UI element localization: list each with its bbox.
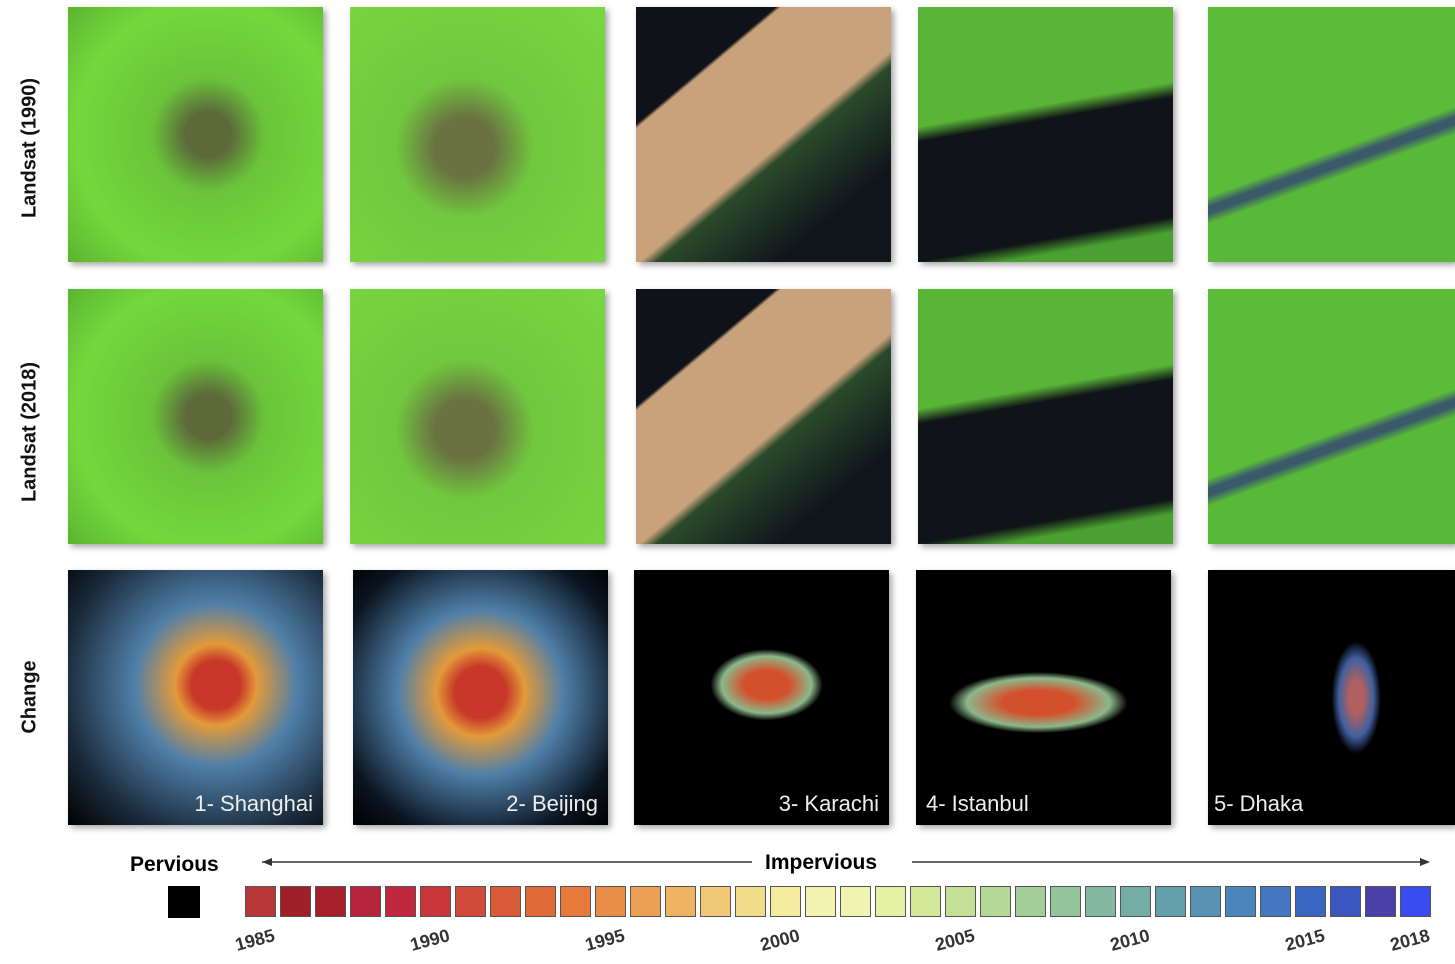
arrow-head (262, 858, 272, 866)
legend-swatch (805, 886, 836, 917)
legend-swatch (1330, 886, 1361, 917)
pervious-swatch (168, 886, 200, 918)
legend-swatch (1120, 886, 1151, 917)
legend-swatch (1155, 886, 1186, 917)
legend-swatch (770, 886, 801, 917)
legend-swatch (980, 886, 1011, 917)
legend-swatch (1400, 886, 1431, 917)
figure: Landsat (1990) Landsat (2018) Change 1- … (0, 0, 1455, 964)
legend-swatch (945, 886, 976, 917)
legend-swatch (595, 886, 626, 917)
legend-swatch (735, 886, 766, 917)
legend-swatch (315, 886, 346, 917)
legend-swatch (1365, 886, 1396, 917)
legend-swatch (560, 886, 591, 917)
legend-swatch (350, 886, 381, 917)
legend-swatch (910, 886, 941, 917)
legend-swatch (1190, 886, 1221, 917)
arrows (0, 0, 1455, 964)
legend-swatch (1225, 886, 1256, 917)
legend-swatch (455, 886, 486, 917)
legend-swatch (385, 886, 416, 917)
legend-swatch (525, 886, 556, 917)
legend-swatch (840, 886, 871, 917)
arrow-head (1420, 858, 1430, 866)
legend-swatch (420, 886, 451, 917)
legend-swatch (1260, 886, 1291, 917)
legend-swatch (490, 886, 521, 917)
legend-swatch (1015, 886, 1046, 917)
legend-swatch (875, 886, 906, 917)
legend-swatch (700, 886, 731, 917)
legend-swatch (1295, 886, 1326, 917)
legend-swatch (1085, 886, 1116, 917)
legend-swatch (665, 886, 696, 917)
legend-swatch (630, 886, 661, 917)
legend-swatch (1050, 886, 1081, 917)
legend-swatch (280, 886, 311, 917)
legend-swatch (245, 886, 276, 917)
